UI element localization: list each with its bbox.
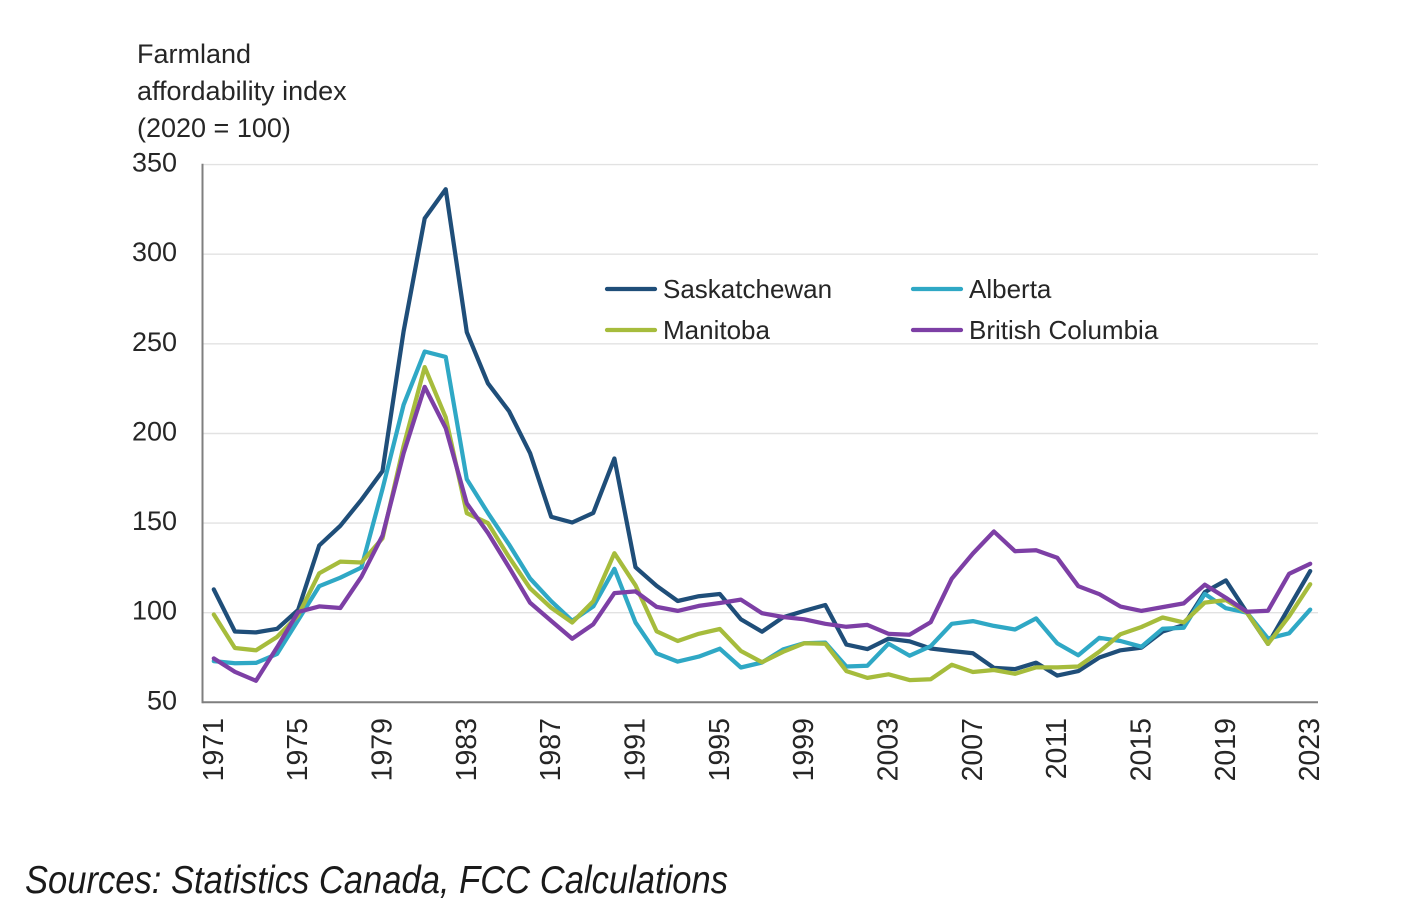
svg-text:1991: 1991 <box>620 718 652 781</box>
svg-text:1987: 1987 <box>535 718 567 781</box>
svg-text:1983: 1983 <box>451 718 483 781</box>
svg-text:300: 300 <box>132 237 177 267</box>
svg-text:Alberta: Alberta <box>969 274 1052 304</box>
svg-text:150: 150 <box>132 506 177 536</box>
svg-text:1999: 1999 <box>788 718 820 781</box>
svg-text:350: 350 <box>132 148 177 178</box>
svg-text:British Columbia: British Columbia <box>969 315 1159 345</box>
svg-text:100: 100 <box>132 596 177 626</box>
svg-text:2019: 2019 <box>1210 718 1242 781</box>
svg-text:250: 250 <box>132 327 177 357</box>
svg-text:affordability index: affordability index <box>137 76 347 106</box>
svg-text:2003: 2003 <box>873 718 905 781</box>
svg-text:1971: 1971 <box>198 718 230 781</box>
svg-text:1979: 1979 <box>367 718 399 781</box>
svg-text:2011: 2011 <box>1041 718 1073 779</box>
svg-text:2015: 2015 <box>1126 718 1158 781</box>
svg-text:1975: 1975 <box>282 718 314 781</box>
svg-text:(2020 = 100): (2020 = 100) <box>137 113 291 143</box>
svg-text:Saskatchewan: Saskatchewan <box>663 274 832 304</box>
svg-text:200: 200 <box>132 417 177 447</box>
svg-text:Sources: Statistics Canada, FC: Sources: Statistics Canada, FCC Calculat… <box>25 859 728 902</box>
svg-text:2023: 2023 <box>1294 718 1326 781</box>
svg-text:1995: 1995 <box>704 718 736 781</box>
svg-text:50: 50 <box>147 685 177 715</box>
svg-text:2007: 2007 <box>957 718 989 781</box>
svg-text:Farmland: Farmland <box>137 39 251 69</box>
svg-text:Manitoba: Manitoba <box>663 315 770 345</box>
